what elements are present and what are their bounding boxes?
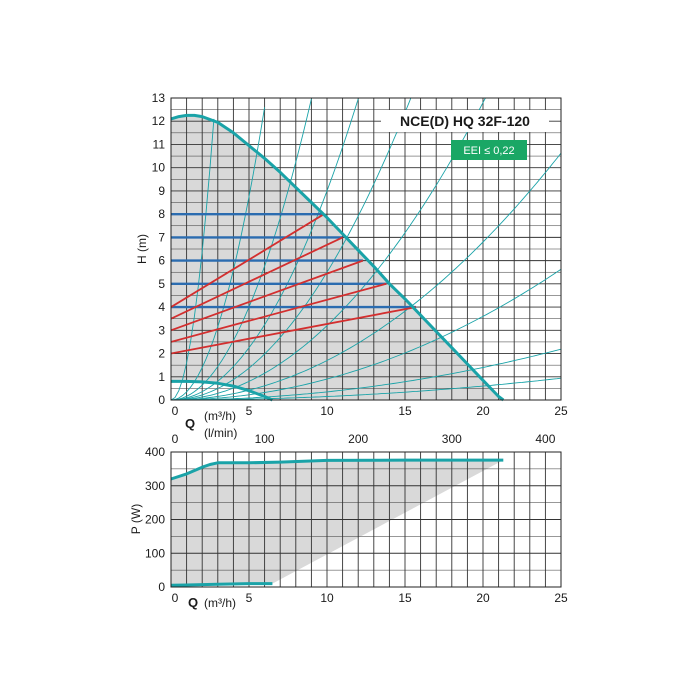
pump-curves	[170, 113, 505, 402]
chart-title: NCE(D) HQ 32F-120	[400, 113, 530, 129]
eei-badge-label: EEI ≤ 0,22	[463, 145, 514, 157]
y-tick-label: 10	[152, 161, 166, 175]
system-curve	[171, 152, 561, 400]
system-curve	[171, 268, 561, 400]
x-tick-label: 5	[246, 591, 253, 605]
system-curve	[171, 98, 312, 400]
y-tick-label: 9	[158, 184, 165, 198]
system-curve	[171, 107, 266, 400]
flow-x-axis-label: Q	[185, 416, 195, 431]
y-tick-label: 11	[153, 137, 166, 151]
x-tick-label: 10	[320, 591, 334, 605]
system-curve	[171, 118, 215, 400]
x2-tick-label: 400	[535, 432, 555, 446]
y-tick-label: 2	[158, 347, 165, 361]
flow-unit-m3h: (m³/h)	[204, 409, 236, 423]
y-tick-label: 400	[145, 445, 165, 459]
max-speed-curve	[170, 113, 505, 402]
y-tick-label: 8	[158, 207, 165, 221]
eei-badge	[451, 140, 527, 160]
system-curve	[171, 98, 412, 400]
x-tick-label: 25	[554, 591, 568, 605]
x-tick-label: 20	[476, 404, 490, 418]
x-tick-label: 0	[172, 404, 179, 418]
proportional-pressure-line	[171, 259, 364, 332]
y-tick-label: 5	[158, 277, 165, 291]
y-tick-label: 7	[158, 230, 165, 244]
y-tick-label: 1	[158, 370, 165, 384]
y-tick-label: 300	[145, 479, 165, 493]
y-tick-label: 0	[158, 393, 165, 407]
x-tick-label: 15	[398, 591, 412, 605]
head-y-axis-label: H (m)	[135, 234, 149, 264]
x2-tick-label: 200	[348, 432, 368, 446]
power-y-ticks: 0 100 200 300 400	[145, 445, 165, 594]
y-tick-label: 100	[145, 546, 165, 560]
x-tick-label: 5	[246, 404, 253, 418]
head-x-ticks: 0 5 10 15 20 25	[172, 404, 568, 418]
system-curve	[171, 377, 561, 400]
proportional-pressure-line	[171, 306, 417, 355]
y-tick-label: 200	[145, 513, 165, 527]
x-tick-label: 0	[172, 591, 179, 605]
control-lines	[171, 212, 417, 355]
system-curve	[171, 348, 561, 400]
power-y-axis-label: P (W)	[129, 504, 143, 534]
min-speed-curve	[171, 379, 274, 402]
proportional-pressure-line	[171, 282, 387, 343]
x-tick-label: 20	[476, 591, 490, 605]
y-tick-label: 0	[158, 580, 165, 594]
power-x-unit: (m³/h)	[204, 596, 236, 610]
min-power-curve	[170, 582, 273, 587]
flow-unit-lmin: (l/min)	[204, 426, 237, 440]
power-x-ticks: 0 5 10 15 20 25	[172, 591, 568, 605]
title-backdrop	[381, 110, 549, 132]
x2-tick-label: 0	[172, 432, 179, 446]
x-tick-label: 10	[320, 404, 334, 418]
max-power-curve	[170, 458, 504, 481]
power-grid	[171, 452, 561, 587]
x-tick-label: 25	[554, 404, 568, 418]
system-curve	[171, 98, 359, 400]
power-curves	[170, 458, 504, 587]
head-x2-ticks: 0 100 200 300 400	[172, 432, 556, 446]
y-tick-label: 6	[158, 254, 165, 268]
power-chart: 0 100 200 300 400 0 5 10 15 20 25 P (W) Q (m³/h)	[129, 445, 568, 610]
system-curve	[171, 98, 486, 400]
proportional-pressure-line	[171, 236, 343, 320]
y-tick-label: 12	[152, 114, 166, 128]
y-tick-label: 13	[152, 91, 166, 105]
system-curves	[171, 98, 561, 400]
y-tick-label: 3	[158, 323, 165, 337]
x2-tick-label: 300	[442, 432, 462, 446]
head-plot-border	[170, 97, 562, 401]
y-tick-label: 4	[158, 300, 165, 314]
x2-tick-label: 100	[255, 432, 275, 446]
proportional-pressure-line	[171, 213, 325, 308]
x-tick-label: 15	[398, 404, 412, 418]
power-x-axis-label: Q	[188, 595, 198, 610]
power-plot-border	[170, 451, 562, 588]
